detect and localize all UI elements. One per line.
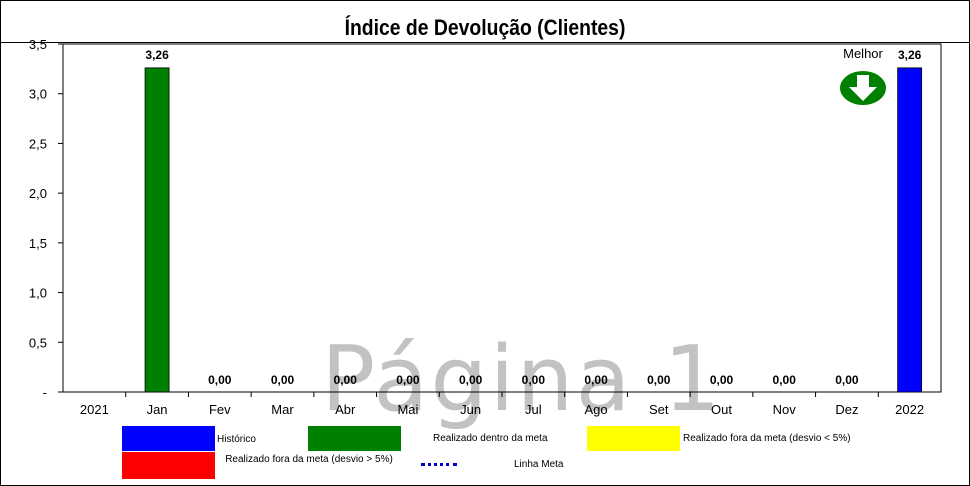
y-tick-label: 1,5 xyxy=(29,236,47,251)
legend-swatch-historico xyxy=(122,426,215,451)
legend-label-dentro-meta: Realizado dentro da meta xyxy=(433,433,548,444)
x-tick-label: Mar xyxy=(271,402,294,417)
y-tick-label: 3,5 xyxy=(29,37,47,52)
y-tick-label: 2,0 xyxy=(29,186,47,201)
x-tick-label: Mai xyxy=(397,402,418,417)
legend-label-historico: Histórico xyxy=(217,434,256,445)
data-label: 0,00 xyxy=(584,373,608,387)
data-label: 0,00 xyxy=(396,373,420,387)
data-label: 0,00 xyxy=(459,373,483,387)
x-tick-label: Fev xyxy=(209,402,231,417)
data-label: 3,26 xyxy=(145,48,169,62)
x-tick-label: Jul xyxy=(525,402,542,417)
legend-swatch-dentro-meta xyxy=(308,426,401,451)
y-tick-label: 3,0 xyxy=(29,87,47,102)
x-tick-label: Set xyxy=(649,402,669,417)
x-tick-label: Nov xyxy=(773,402,797,417)
y-tick-label: - xyxy=(43,385,47,400)
bars xyxy=(144,67,923,393)
chart-title: Índice de Devolução (Clientes) xyxy=(344,15,626,40)
data-label: 0,00 xyxy=(271,373,295,387)
plot-area xyxy=(62,43,942,393)
x-tick-label: Dez xyxy=(835,402,858,417)
x-tick-label: 2022 xyxy=(895,402,924,417)
x-tick-label: Jan xyxy=(147,402,168,417)
legend-swatch-fora-meta-maior xyxy=(122,452,215,479)
melhor-indicator: Melhor xyxy=(840,46,886,105)
bar xyxy=(144,67,170,393)
legend-swatch-fora-meta-menor xyxy=(587,426,680,451)
data-label: 0,00 xyxy=(208,373,232,387)
legend-label-linha-meta: Linha Meta xyxy=(514,459,564,470)
x-tick-label: Out xyxy=(711,402,732,417)
down-arrow-icon xyxy=(840,71,886,105)
title-divider xyxy=(1,42,969,43)
data-label: 0,00 xyxy=(522,373,546,387)
legend-label-fora-meta-menor: Realizado fora da meta (desvio < 5%) xyxy=(683,433,851,444)
y-tick-label: 1,0 xyxy=(29,286,47,301)
x-tick-label: 2021 xyxy=(80,402,109,417)
x-tick-label: Jun xyxy=(460,402,481,417)
bar xyxy=(897,67,923,393)
legend-swatch-linha-meta xyxy=(421,463,457,466)
y-tick-label: 2,5 xyxy=(29,136,47,151)
bar-chart: - 0,5 1,0 1,5 2,0 2,5 3,0 3,5 2021 Jan Fev Mar Abr Ma… xyxy=(29,37,942,417)
x-tick-label: Abr xyxy=(335,402,356,417)
melhor-label: Melhor xyxy=(843,46,883,61)
data-label: 0,00 xyxy=(710,373,734,387)
data-label: 0,00 xyxy=(647,373,671,387)
data-labels: 3,26 0,00 0,00 0,00 0,00 0,00 0,00 0,00 0,00 0,00… xyxy=(145,48,921,387)
data-label: 0,00 xyxy=(334,373,358,387)
legend-label-fora-meta-maior: Realizado fora da meta (desvio > 5%) xyxy=(225,454,393,465)
axes: - 0,5 1,0 1,5 2,0 2,5 3,0 3,5 2021 Jan Fev Mar Abr Ma… xyxy=(29,37,942,417)
data-label: 0,00 xyxy=(773,373,797,387)
data-label: 0,00 xyxy=(835,373,859,387)
data-label: 3,26 xyxy=(898,48,922,62)
y-tick-label: 0,5 xyxy=(29,335,47,350)
x-tick-label: Ago xyxy=(585,402,608,417)
